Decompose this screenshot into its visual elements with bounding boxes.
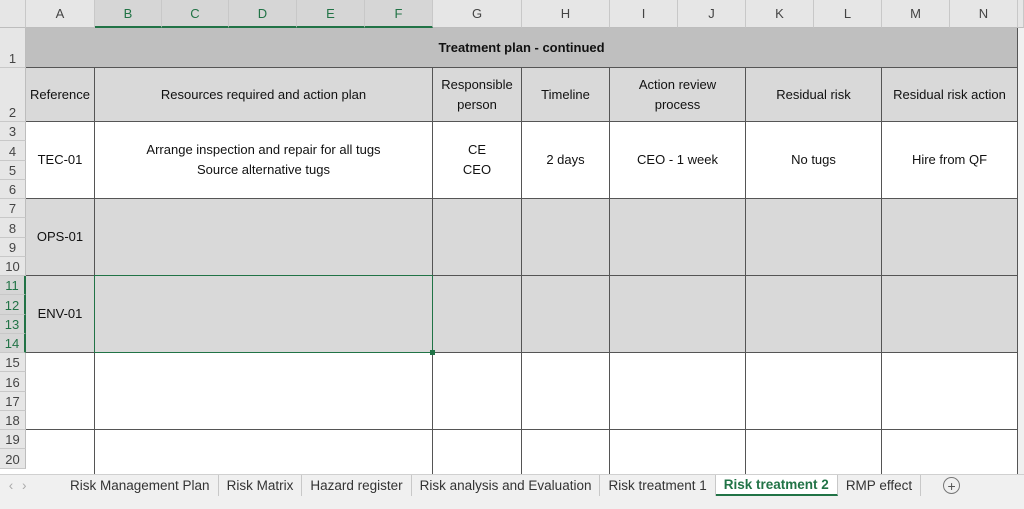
header-residual-risk-action[interactable]: Residual risk action xyxy=(882,68,1018,122)
record-resources-action-plan-cell[interactable] xyxy=(95,353,433,430)
record-timeline-cell[interactable] xyxy=(522,276,610,353)
record-residual-risk-cell[interactable] xyxy=(746,199,882,276)
select-all-corner[interactable] xyxy=(0,0,26,28)
column-header-C[interactable]: C xyxy=(162,0,229,28)
header-residual-risk[interactable]: Residual risk xyxy=(746,68,882,122)
row-header-9[interactable]: 9 xyxy=(0,238,26,257)
add-sheet-icon[interactable]: + xyxy=(943,477,961,494)
row-header-2[interactable]: 2 xyxy=(0,68,26,122)
sheet-tab-risk-management-plan[interactable]: Risk Management Plan xyxy=(62,475,219,496)
column-header-A[interactable]: A xyxy=(26,0,95,28)
row-header-1[interactable]: 1 xyxy=(0,28,26,68)
vertical-scrollbar[interactable] xyxy=(1018,28,1024,474)
record-responsible-person-cell[interactable] xyxy=(433,353,522,430)
record-reference-cell[interactable]: ENV-01 xyxy=(26,276,95,353)
row-header-7[interactable]: 7 xyxy=(0,199,26,218)
row-header-6[interactable]: 6 xyxy=(0,180,26,199)
record-reference-cell[interactable]: OPS-01 xyxy=(26,199,95,276)
row-header-8[interactable]: 8 xyxy=(0,218,26,238)
column-header-H[interactable]: H xyxy=(522,0,610,28)
title-cell[interactable]: Treatment plan - continued xyxy=(26,28,1018,68)
record-reference-cell[interactable] xyxy=(26,353,95,430)
column-header-overflow xyxy=(1018,0,1024,28)
record-reference-cell[interactable] xyxy=(26,430,95,474)
row-header-11[interactable]: 11 xyxy=(0,276,26,295)
record-residual-risk-cell[interactable] xyxy=(746,276,882,353)
row-header-20[interactable]: 20 xyxy=(0,449,26,469)
row-header-5[interactable]: 5 xyxy=(0,161,26,180)
row-header-14[interactable]: 14 xyxy=(0,334,26,353)
column-header-B[interactable]: B xyxy=(95,0,162,28)
column-header-D[interactable]: D xyxy=(229,0,297,28)
record-residual-risk-cell[interactable] xyxy=(746,430,882,474)
sheet-tab-hazard-register[interactable]: Hazard register xyxy=(302,475,412,496)
row-header-16[interactable]: 16 xyxy=(0,372,26,392)
record-resources-action-plan-cell[interactable] xyxy=(95,199,433,276)
header-responsible-person[interactable]: Responsible person xyxy=(433,68,522,122)
column-header-N[interactable]: N xyxy=(950,0,1018,28)
row-header-15[interactable]: 15 xyxy=(0,353,26,372)
row-header-19[interactable]: 19 xyxy=(0,430,26,449)
header-resources-action-plan[interactable]: Resources required and action plan xyxy=(95,68,433,122)
record-timeline-cell[interactable] xyxy=(522,199,610,276)
row-header-13[interactable]: 13 xyxy=(0,315,26,334)
record-residual-risk-action-cell[interactable] xyxy=(882,199,1018,276)
record-responsible-person-cell[interactable] xyxy=(433,199,522,276)
column-header-G[interactable]: G xyxy=(433,0,522,28)
sheet-tab-risk-matrix[interactable]: Risk Matrix xyxy=(219,475,303,496)
column-header-F[interactable]: F xyxy=(365,0,433,28)
row-header-3[interactable]: 3 xyxy=(0,122,26,141)
header-action-review-process[interactable]: Action review process xyxy=(610,68,746,122)
scroll-tabs-right-icon[interactable]: › xyxy=(22,478,27,493)
sheet-tab-risk-treatment-1[interactable]: Risk treatment 1 xyxy=(600,475,716,496)
record-responsible-person-cell[interactable] xyxy=(433,430,522,474)
record-action-review-process-cell[interactable]: CEO - 1 week xyxy=(610,122,746,199)
sheet-tab-risk-analysis-and-evaluation[interactable]: Risk analysis and Evaluation xyxy=(412,475,601,496)
record-residual-risk-action-cell[interactable] xyxy=(882,430,1018,474)
selection-range xyxy=(94,275,433,353)
record-resources-action-plan-cell[interactable]: Arrange inspection and repair for all tu… xyxy=(95,122,433,199)
record-action-review-process-cell[interactable] xyxy=(610,199,746,276)
header-reference[interactable]: Reference xyxy=(26,68,95,122)
column-header-L[interactable]: L xyxy=(814,0,882,28)
status-bar xyxy=(0,496,1024,509)
record-residual-risk-cell[interactable] xyxy=(746,353,882,430)
record-responsible-person-cell[interactable] xyxy=(433,276,522,353)
scroll-tabs-left-icon[interactable]: ‹ xyxy=(8,478,14,493)
record-reference-cell[interactable]: TEC-01 xyxy=(26,122,95,199)
sheet-tab-risk-treatment-2[interactable]: Risk treatment 2 xyxy=(715,475,838,496)
column-header-M[interactable]: M xyxy=(882,0,950,28)
row-header-17[interactable]: 17 xyxy=(0,392,26,411)
record-residual-risk-action-cell[interactable] xyxy=(882,353,1018,430)
record-timeline-cell[interactable] xyxy=(522,430,610,474)
fill-handle[interactable] xyxy=(430,350,435,355)
record-residual-risk-action-cell[interactable]: Hire from QF xyxy=(882,122,1018,199)
column-header-E[interactable]: E xyxy=(297,0,365,28)
row-header-4[interactable]: 4 xyxy=(0,141,26,161)
sheet-tab-bar: ‹ › Risk Management Plan Risk Matrix Hazar… xyxy=(0,474,1024,496)
column-header-I[interactable]: I xyxy=(610,0,678,28)
column-header-K[interactable]: K xyxy=(746,0,814,28)
record-action-review-process-cell[interactable] xyxy=(610,276,746,353)
row-header-12[interactable]: 12 xyxy=(0,295,26,315)
record-timeline-cell[interactable]: 2 days xyxy=(522,122,610,199)
sheet-tab-rmp-effect[interactable]: RMP effect xyxy=(838,475,922,496)
header-timeline[interactable]: Timeline xyxy=(522,68,610,122)
record-residual-risk-action-cell[interactable] xyxy=(882,276,1018,353)
record-timeline-cell[interactable] xyxy=(522,353,610,430)
record-responsible-person-cell[interactable]: CE CEO xyxy=(433,122,522,199)
column-header-J[interactable]: J xyxy=(678,0,746,28)
row-header-18[interactable]: 18 xyxy=(0,411,26,430)
record-resources-action-plan-cell[interactable] xyxy=(95,276,433,353)
record-action-review-process-cell[interactable] xyxy=(610,353,746,430)
record-action-review-process-cell[interactable] xyxy=(610,430,746,474)
record-residual-risk-cell[interactable]: No tugs xyxy=(746,122,882,199)
record-resources-action-plan-cell[interactable] xyxy=(95,430,433,474)
row-header-10[interactable]: 10 xyxy=(0,257,26,276)
